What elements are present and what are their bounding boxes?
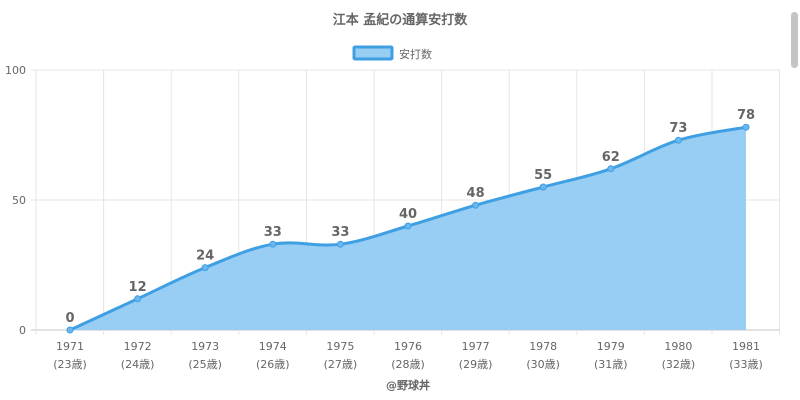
data-point[interactable] [472, 201, 480, 209]
x-tick-label: 1978 [529, 340, 557, 353]
x-tick-sublabel: (29歳) [459, 358, 493, 371]
x-tick-label: 1971 [56, 340, 84, 353]
data-point[interactable] [607, 165, 615, 173]
legend-label: 安打数 [399, 47, 432, 61]
data-point[interactable] [742, 123, 750, 131]
y-tick-label: 100 [5, 64, 26, 77]
data-label: 40 [399, 207, 417, 222]
x-tick-sublabel: (31歳) [594, 358, 628, 371]
x-tick-label: 1972 [124, 340, 152, 353]
data-point[interactable] [404, 222, 412, 230]
data-label: 12 [129, 280, 147, 295]
data-label: 73 [669, 121, 687, 136]
data-point[interactable] [539, 183, 547, 191]
x-tick-sublabel: (33歳) [729, 358, 763, 371]
x-tick-sublabel: (24歳) [121, 358, 155, 371]
x-tick-label: 1975 [326, 340, 354, 353]
y-tick-label: 0 [19, 324, 26, 337]
data-labels: 0 12 24 33 33 40 48 55 62 73 78 [65, 108, 755, 326]
x-tick-sublabel: (30歳) [526, 358, 560, 371]
x-tick-label: 1980 [664, 340, 692, 353]
data-points [66, 123, 750, 334]
x-tick-sublabel: (27歳) [324, 358, 358, 371]
x-tick-sublabel: (26歳) [256, 358, 290, 371]
x-tick-sublabel: (28歳) [391, 358, 425, 371]
x-tick-label: 1974 [259, 340, 287, 353]
data-label: 62 [602, 150, 620, 165]
data-label: 33 [331, 225, 349, 240]
x-tick-sublabel: (25歳) [188, 358, 222, 371]
x-tick-label: 1977 [462, 340, 490, 353]
x-tick-label: 1981 [732, 340, 760, 353]
legend[interactable]: 安打数 [352, 45, 432, 61]
legend-swatch [352, 45, 394, 61]
data-point[interactable] [674, 136, 682, 144]
data-point[interactable] [269, 240, 277, 248]
data-point[interactable] [336, 240, 344, 248]
source-label: @野球丼 [386, 378, 430, 392]
x-tick-label: 1973 [191, 340, 219, 353]
chart-title: 江本 孟紀の通算安打数 [333, 12, 469, 28]
x-tick-sublabel: (32歳) [662, 358, 696, 371]
data-label: 24 [196, 249, 214, 264]
x-tick-label: 1979 [597, 340, 625, 353]
data-label: 33 [264, 225, 282, 240]
data-point[interactable] [66, 326, 74, 334]
data-label: 0 [65, 311, 74, 326]
data-point[interactable] [201, 264, 209, 272]
data-point[interactable] [134, 295, 142, 303]
data-label: 78 [737, 108, 755, 123]
data-label: 55 [534, 168, 552, 183]
x-tick-sublabel: (23歳) [53, 358, 87, 371]
y-axis-ticks: 0 50 100 [5, 64, 26, 337]
x-tick-label: 1976 [394, 340, 422, 353]
data-label: 48 [467, 186, 485, 201]
scrollbar-thumb[interactable] [791, 12, 798, 68]
y-tick-label: 50 [12, 194, 26, 207]
x-axis-ticks: 1971 (23歳) 1972 (24歳) 1973 (25歳) 1974 (26歳) 1975… [53, 340, 763, 371]
